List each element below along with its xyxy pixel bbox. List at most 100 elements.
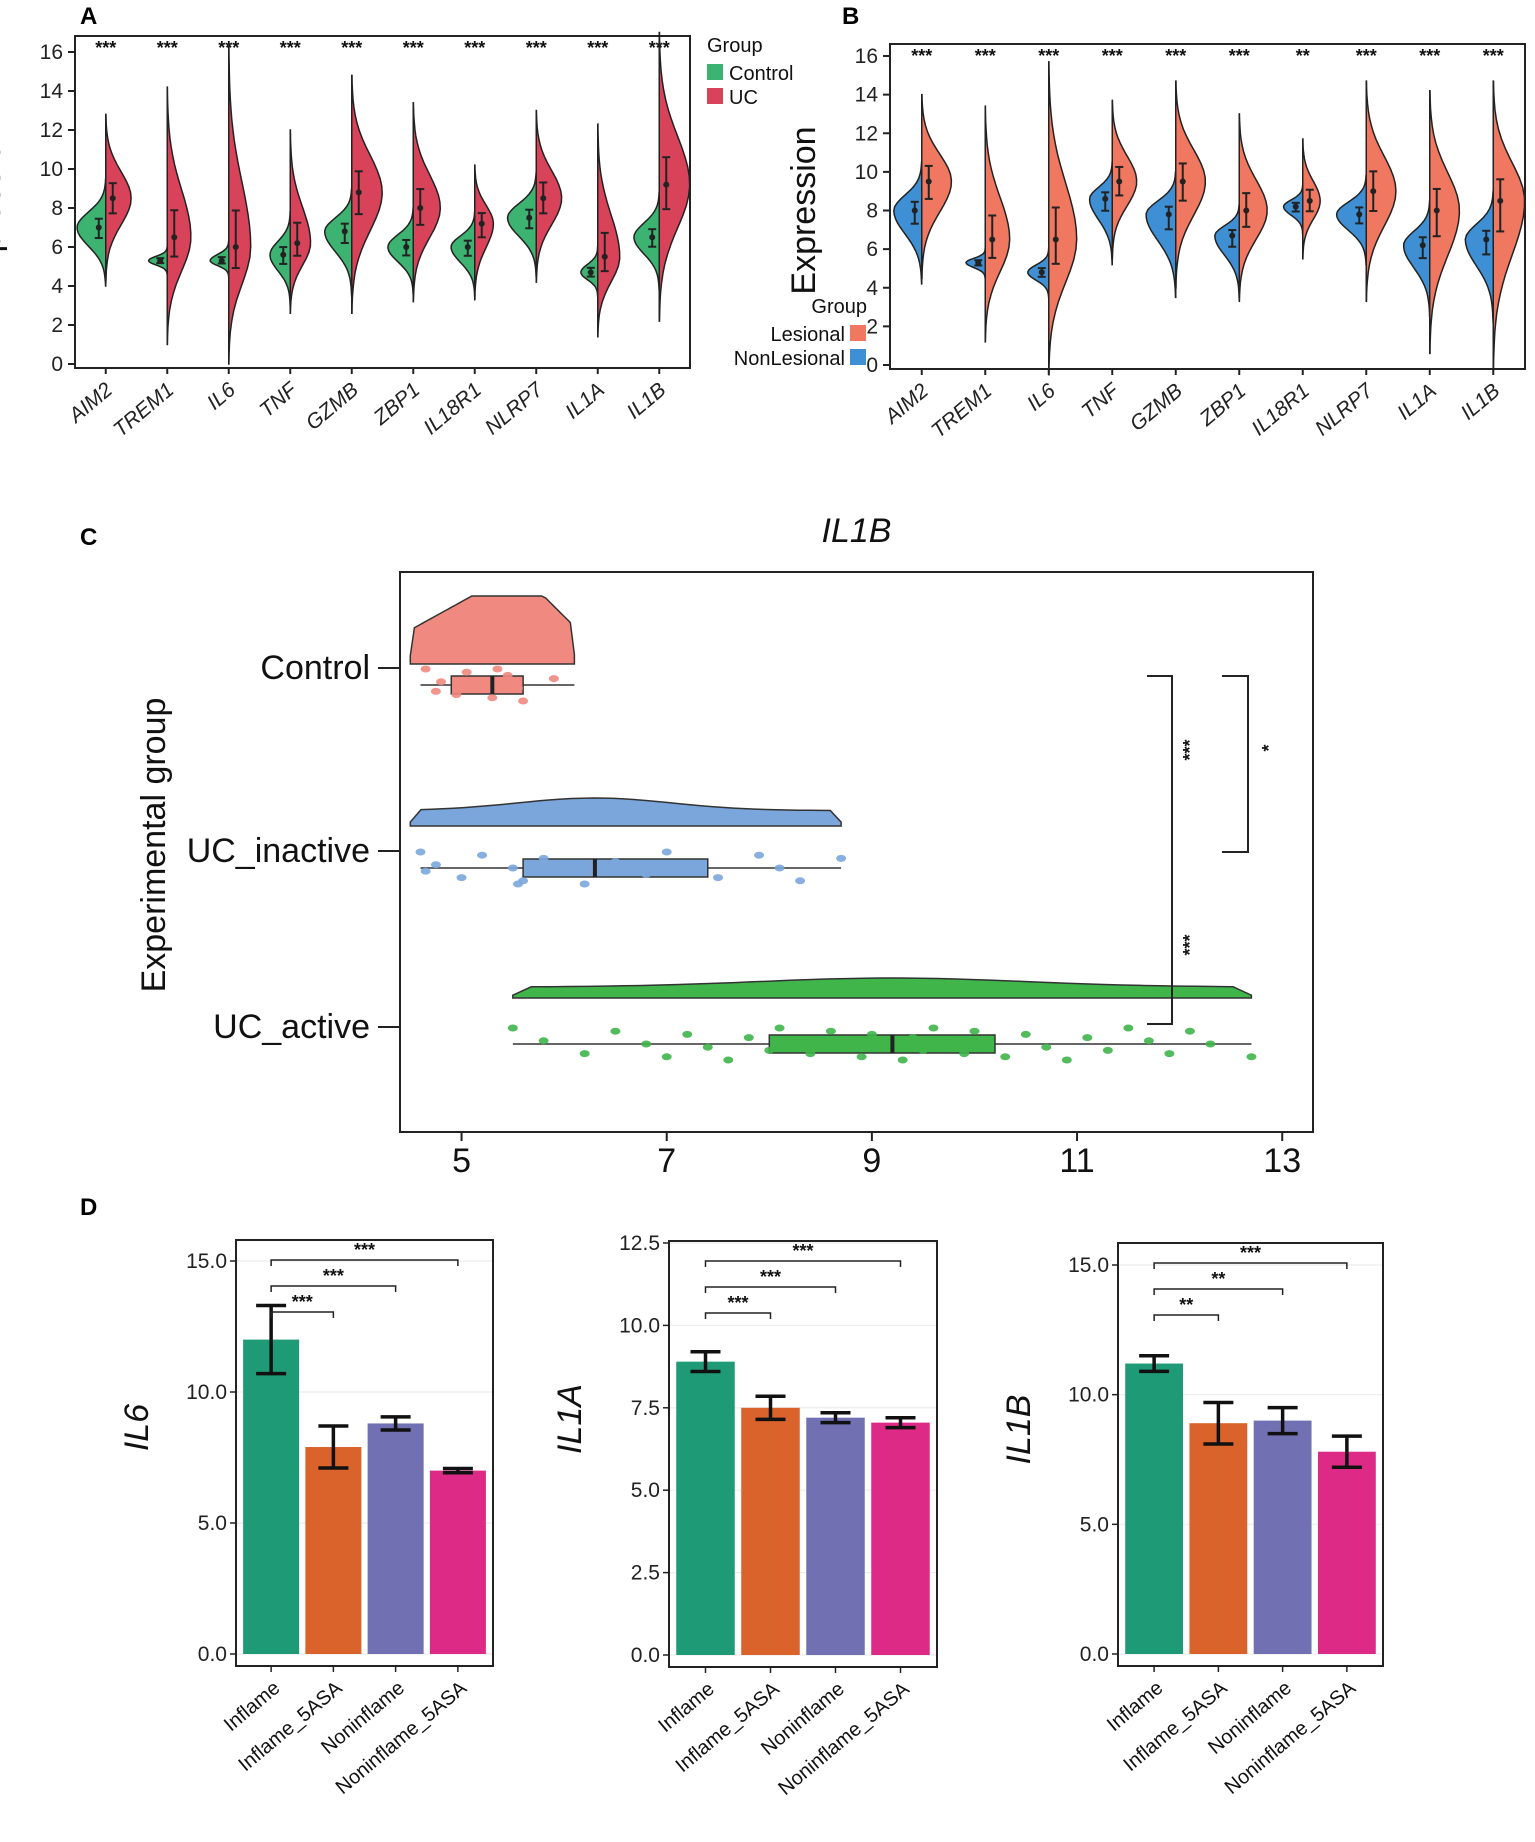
panel-a-median-point-uc-nlrp7	[540, 195, 547, 202]
panel-d2-y-tick-label: 2.5	[631, 1562, 660, 1585]
panel-b-x-tick-label-tnf: TNF	[1077, 378, 1124, 423]
panel-a-y-tick-label: 16	[40, 41, 63, 64]
panel-c-point-uc-active	[1000, 1053, 1011, 1061]
panel-b-median-point-nonlesional-aim2	[911, 207, 918, 214]
panel-a-y-tick-label: 10	[40, 158, 63, 181]
panel-b-significance-gzmb: ***	[1165, 46, 1186, 66]
panel-a-violin-uc-zbp1	[412, 101, 442, 303]
panel-c-point-uc-active	[948, 1037, 959, 1045]
panel-a-plot-frame	[74, 35, 691, 369]
panel-a-violin-uc-aim2	[105, 113, 132, 283]
panel-c-point-uc-inactive	[559, 867, 570, 875]
panel-c-point-uc-inactive	[507, 864, 518, 872]
panel-c-point-uc-inactive	[430, 861, 441, 869]
panel-b-x-tick-label-il1b: IL1B	[1457, 379, 1505, 424]
panel-a-legend-swatch-uc	[707, 88, 723, 104]
panel-c-point-control	[420, 665, 431, 673]
panel-d2-y-tick-label: 10.0	[619, 1314, 660, 1337]
panel-c-point-uc-inactive	[713, 874, 724, 882]
panel-d3-comparison-bracket	[1153, 1314, 1220, 1321]
panel-c-point-uc-active	[1020, 1030, 1031, 1038]
panel-b-median-point-lesional-il18r1	[1306, 197, 1313, 204]
panel-c-point-uc-inactive	[836, 854, 847, 862]
panel-d1-comparison-label: ***	[323, 1266, 344, 1286]
panel-b-violin-lesional-zbp1	[1238, 112, 1268, 303]
panel-c-y-tick-label-uc-active: UC_active	[213, 1008, 370, 1046]
panel-d2-comparison-bracket	[704, 1312, 772, 1319]
panel-b-median-point-nonlesional-il1a	[1419, 242, 1426, 249]
panel-b-x-tick-label-zbp1: ZBP1	[1195, 379, 1251, 431]
panel-a-legend-swatch-control	[707, 64, 723, 80]
panel-d1-comparison-bracket	[270, 1311, 335, 1318]
panel-d1-bar-inflame	[243, 1339, 300, 1654]
panel-b-significance-nlrp7: ***	[1356, 46, 1377, 66]
panel-d3-plot-frame	[1117, 1242, 1384, 1667]
panel-a-y-tick-label: 12	[40, 119, 63, 142]
panel-b-violin-lesional-aim2	[921, 93, 953, 279]
panel-a-violin-control-gzmb	[323, 187, 353, 297]
panel-a-significance-tnf: ***	[280, 38, 301, 58]
panel-c-point-control	[502, 671, 513, 679]
panel-a-median-point-uc-trem1	[171, 234, 178, 241]
panel-a-violin-uc-nlrp7	[535, 109, 563, 283]
panel-a-violin-control-il18r1	[450, 211, 476, 297]
panel-d2-comparison-bracket	[704, 1260, 902, 1267]
panel-c-point-uc-active	[774, 1024, 785, 1032]
panel-a-x-tick-label-il1b: IL1B	[623, 378, 671, 423]
panel-b-violin-nonlesional-tnf	[1088, 161, 1113, 266]
panel-b-x-tick-label-gzmb: GZMB	[1126, 379, 1187, 436]
panel-a-significance-trem1: ***	[157, 38, 178, 58]
panel-c-point-uc-active	[866, 1030, 877, 1038]
panel-c-point-uc-active	[825, 1027, 836, 1035]
panel-b-violin-nonlesional-il1a	[1402, 199, 1431, 318]
panel-c-point-uc-active	[856, 1053, 867, 1061]
panel-a-violin-uc-il18r1	[474, 164, 495, 301]
panel-b-significance-zbp1: ***	[1229, 46, 1250, 66]
panel-d1-y-tick-label: 15.0	[186, 1250, 227, 1273]
panel-a-x-tick-label-il1a: IL1A	[561, 378, 609, 423]
panel-b-median-point-lesional-tnf	[1116, 178, 1123, 185]
panel-c-point-uc-active	[743, 1034, 754, 1042]
panel-b-median-point-lesional-nlrp7	[1370, 188, 1377, 195]
panel-label-d: D	[80, 1194, 97, 1221]
panel-c-y-tick-label-uc-inactive: UC_inactive	[187, 832, 370, 870]
panel-c-box-control	[450, 675, 524, 695]
panel-c-density-control	[409, 595, 576, 665]
panel-c-point-uc-active	[764, 1046, 775, 1054]
panel-c-point-uc-inactive	[420, 867, 431, 875]
panel-b-y-tick-label: 10	[855, 161, 878, 184]
panel-b-x-tick-label-il1a: IL1A	[1393, 379, 1441, 424]
panel-a-median-point-control-il1b	[649, 234, 656, 241]
panel-a-median-point-control-il6	[218, 257, 225, 264]
panel-c-x-tick-label: 11	[1059, 1142, 1094, 1180]
panel-b-median-point-lesional-aim2	[925, 178, 932, 185]
panel-c-point-uc-inactive	[579, 880, 590, 888]
panel-a-median-point-uc-il1a	[601, 253, 608, 260]
panel-c-point-uc-active	[1041, 1043, 1052, 1051]
panel-b-median-point-nonlesional-zbp1	[1229, 232, 1236, 239]
panel-d2-y-tick-label: 5.0	[631, 1479, 660, 1502]
panel-c-point-uc-active	[979, 1040, 990, 1048]
panel-a-x-tick-label-trem1: TREM1	[109, 378, 178, 441]
panel-b-median-point-lesional-zbp1	[1243, 207, 1250, 214]
panel-a-median-point-control-il18r1	[464, 244, 471, 250]
panel-d2-y-tick-label: 12.5	[619, 1232, 660, 1255]
panel-c-x-tick-label: 9	[862, 1142, 881, 1180]
panel-c-extra-label: ***	[1180, 934, 1200, 955]
panel-a-significance-il18r1: ***	[464, 38, 485, 58]
panel-d2-comparison-label: ***	[792, 1241, 813, 1261]
panel-c-bracket-control-vs-uc-active	[1147, 675, 1173, 1025]
panel-c-point-uc-active	[836, 1040, 847, 1048]
panel-b-y-tick-label: 6	[866, 238, 878, 261]
panel-a-significance-zbp1: ***	[403, 38, 424, 58]
panel-c-point-uc-active	[969, 1027, 980, 1035]
panel-b-x-tick-label-nlrp7: NLRP7	[1311, 378, 1379, 440]
panel-c-point-uc-active	[507, 1024, 518, 1032]
panel-a-violin-uc-tnf	[289, 129, 312, 315]
panel-c-point-uc-active	[918, 1046, 929, 1054]
panel-a-y-tick-label: 14	[40, 80, 64, 103]
panel-b-significance-trem1: ***	[975, 46, 996, 66]
panel-c-point-control	[451, 691, 462, 699]
panel-b-significance-il1a: ***	[1419, 46, 1440, 66]
